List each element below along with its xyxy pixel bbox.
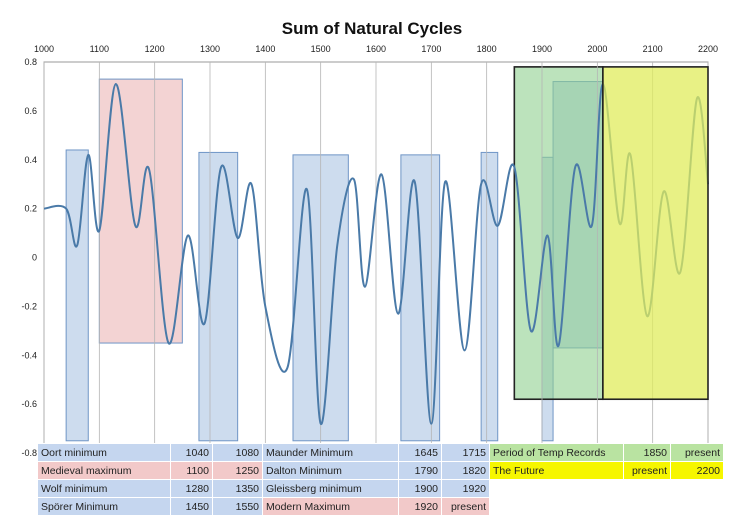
y-tick-label: 0 [32,253,37,263]
legend-end: 1920 [441,479,490,498]
legend-start: 1900 [398,479,442,498]
x-tick-label: 1300 [200,44,220,54]
y-tick-label: 0.8 [24,57,37,67]
legend-label: Gleissberg minimum [262,479,399,498]
x-tick-label: 2000 [587,44,607,54]
legend-end: 1250 [212,461,263,480]
x-tick-label: 1400 [255,44,275,54]
legend-label: Maunder Minimum [262,443,399,462]
legend-label: Dalton Minimum [262,461,399,480]
legend-end [670,479,724,498]
legend-start: present [623,461,671,480]
y-tick-label: -0.6 [21,399,37,409]
region-the-future [602,66,709,401]
y-tick-label: -0.8 [21,448,37,458]
axis-layer: 1000 1100 1200 1300 1400 1500 1600 1700 1800 1900… [21,44,718,458]
x-tick-label: 1100 [90,44,109,54]
legend-start: 1920 [398,497,442,516]
legend-label [489,497,624,516]
legend-row: Oort minimum 1040 1080 Maunder Minimum 1645 1… [37,443,724,462]
legend-end: present [441,497,490,516]
legend-end [670,497,724,516]
legend-table: Oort minimum 1040 1080 Maunder Minimum 1645 1… [37,443,724,516]
legend-start: 1790 [398,461,442,480]
y-tick-label: -0.4 [21,350,37,360]
legend-end: 1715 [441,443,490,462]
legend-label: Spörer Minimum [37,497,171,516]
legend-start [623,497,671,516]
x-tick-label: 1500 [311,44,331,54]
legend-label: Oort minimum [37,443,171,462]
x-tick-label: 2100 [643,44,663,54]
legend-end: 1820 [441,461,490,480]
x-tick-label: 1600 [366,44,386,54]
legend-row: Spörer Minimum 1450 1550 Modern Maximum 1920… [37,497,724,516]
legend-row: Medieval maximum 1100 1250 Dalton Minimum 17… [37,461,724,480]
legend-start [623,479,671,498]
legend-end: 1550 [212,497,263,516]
legend-start: 1100 [170,461,213,480]
legend-end: 2200 [670,461,724,480]
legend-label: Period of Temp Records [489,443,624,462]
legend-label: Medieval maximum [37,461,171,480]
legend-start: 1850 [623,443,671,462]
legend-start: 1645 [398,443,442,462]
region-period-of-temp-records [513,66,604,401]
legend-start: 1280 [170,479,213,498]
y-tick-label: 0.2 [24,204,37,214]
regions-layer [65,66,604,442]
x-tick-label: 1800 [477,44,497,54]
legend-end: 1350 [212,479,263,498]
x-tick-label: 2200 [698,44,718,54]
y-tick-label: 0.6 [24,106,37,116]
legend-start: 1450 [170,497,213,516]
legend-label [489,479,624,498]
legend-label: Modern Maximum [262,497,399,516]
y-tick-label: 0.4 [24,155,37,165]
x-tick-label: 1200 [145,44,165,54]
x-tick-label: 1700 [421,44,441,54]
legend-end: present [670,443,724,462]
x-tick-label: 1000 [34,44,54,54]
legend-start: 1040 [170,443,213,462]
x-tick-label: 1900 [532,44,552,54]
region-dalton-minimum [480,151,499,442]
region-maunder-minimum [400,154,441,442]
legend-row: Wolf minimum 1280 1350 Gleissberg minimum 19… [37,479,724,498]
future-layer [602,66,709,401]
legend-label: Wolf minimum [37,479,171,498]
chart-title: Sum of Natural Cycles [282,19,462,38]
region-wolf-minimum [198,151,239,442]
region-oort-minimum [65,149,89,442]
legend-end: 1080 [212,443,263,462]
y-tick-label: -0.2 [21,301,37,311]
legend-label: The Future [489,461,624,480]
